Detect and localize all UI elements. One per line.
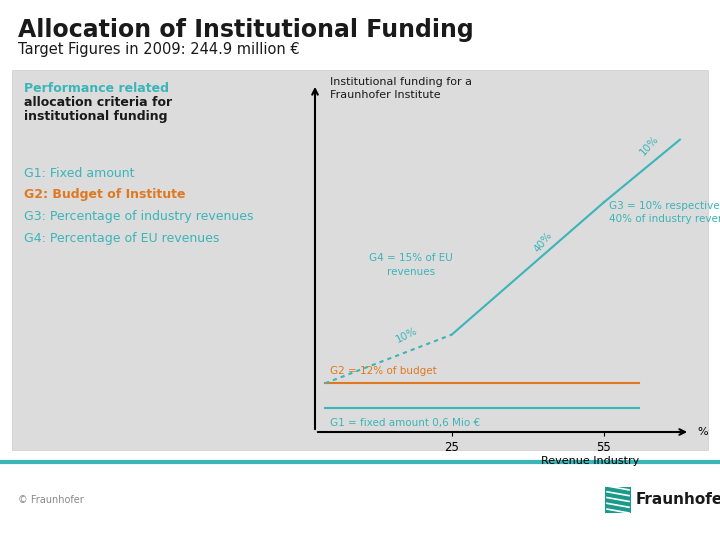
Text: Revenue Industry: Revenue Industry bbox=[541, 456, 639, 467]
Text: allocation criteria for: allocation criteria for bbox=[24, 96, 172, 109]
Text: institutional funding: institutional funding bbox=[24, 110, 168, 123]
Text: Fraunhofer: Fraunhofer bbox=[636, 491, 720, 507]
Text: G4: Percentage of EU revenues: G4: Percentage of EU revenues bbox=[24, 232, 220, 245]
FancyBboxPatch shape bbox=[12, 70, 708, 450]
Text: G1: Fixed amount: G1: Fixed amount bbox=[24, 167, 135, 180]
Text: © Fraunhofer: © Fraunhofer bbox=[18, 495, 84, 505]
Text: Performance related: Performance related bbox=[24, 82, 169, 95]
Text: Institutional funding for a
Fraunhofer Institute: Institutional funding for a Fraunhofer I… bbox=[330, 77, 472, 100]
Text: Allocation of Institutional Funding: Allocation of Institutional Funding bbox=[18, 18, 474, 42]
Text: 10%: 10% bbox=[638, 133, 661, 157]
Text: G3 = 10% respectively
40% of industry revenues: G3 = 10% respectively 40% of industry re… bbox=[609, 201, 720, 224]
Text: G4 = 15% of EU
revenues: G4 = 15% of EU revenues bbox=[369, 253, 453, 276]
Text: Target Figures in 2009: 244.9 million €: Target Figures in 2009: 244.9 million € bbox=[18, 42, 300, 57]
Text: G2 = 12% of budget: G2 = 12% of budget bbox=[330, 366, 437, 376]
FancyBboxPatch shape bbox=[605, 487, 631, 513]
Text: %: % bbox=[698, 427, 708, 437]
Text: G1 = fixed amount 0,6 Mio €: G1 = fixed amount 0,6 Mio € bbox=[330, 418, 480, 428]
Text: G2: Budget of Institute: G2: Budget of Institute bbox=[24, 188, 186, 201]
Text: 40%: 40% bbox=[532, 230, 554, 254]
Text: G3: Percentage of industry revenues: G3: Percentage of industry revenues bbox=[24, 210, 253, 223]
Text: 10%: 10% bbox=[394, 326, 419, 345]
